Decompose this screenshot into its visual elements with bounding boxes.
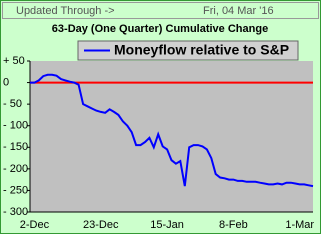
chart: Updated Through -> Fri, 04 Mar '16 63-Da… [0, 0, 321, 234]
legend-box [77, 40, 299, 61]
y-tick-label: - 50 [3, 98, 22, 110]
header-label: Updated Through -> [16, 5, 115, 17]
header-date: Fri, 04 Mar '16 [203, 5, 274, 17]
plot-area [30, 61, 313, 212]
legend-label: Moneyflow relative to S&P [114, 42, 289, 58]
x-tick-label: 15-Jan [150, 219, 184, 231]
header-box [2, 2, 319, 19]
x-tick-label: 1-Mar [285, 219, 314, 231]
y-tick-label: - 150 [3, 141, 28, 153]
data-line [30, 73, 314, 188]
x-tick-label: 23-Dec [83, 219, 119, 231]
y-tick-label: - 200 [3, 163, 28, 175]
y-tick-label: - 100 [3, 120, 28, 132]
chart-title: 63-Day (One Quarter) Cumulative Change [52, 23, 268, 35]
x-tick-label: 8-Feb [219, 219, 248, 231]
y-tick-label: 0 [3, 76, 9, 88]
x-tick-label: 2-Dec [20, 219, 50, 231]
y-tick-label: - 300 [3, 206, 28, 218]
y-tick-label: - 250 [3, 184, 28, 196]
y-tick-label: + 50 [3, 55, 25, 67]
